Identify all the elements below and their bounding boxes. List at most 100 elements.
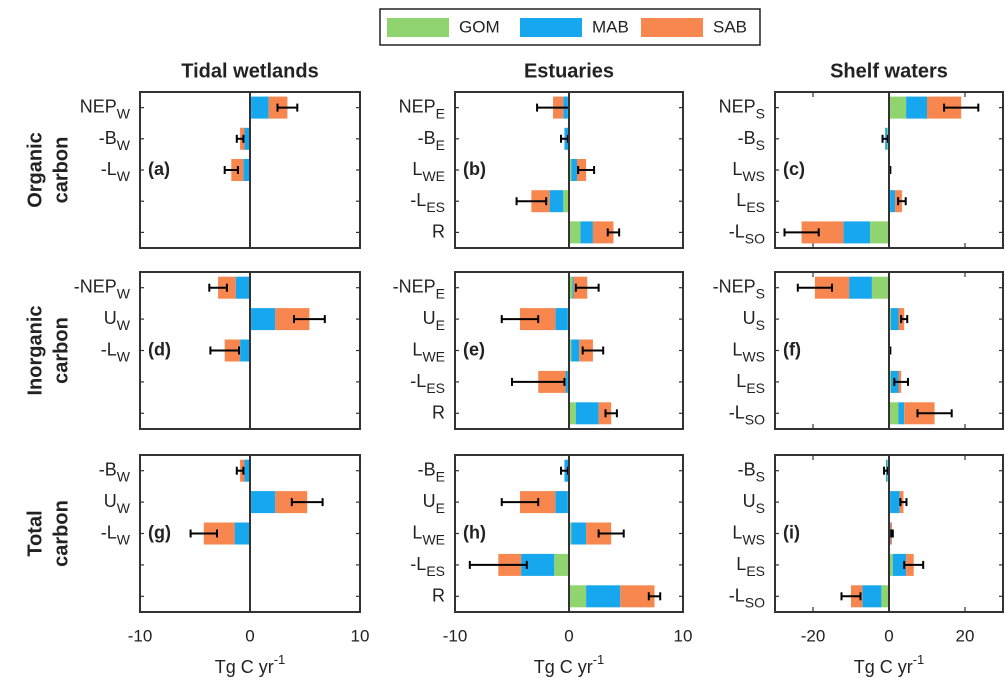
y-tick-label: -LW	[101, 159, 131, 184]
bar	[849, 276, 872, 299]
panel-label: (b)	[463, 159, 486, 179]
x-tick-label: 20	[956, 626, 975, 645]
x-tick-label: 0	[564, 626, 573, 645]
y-tick-label: -BE	[418, 128, 445, 153]
error-bar	[223, 166, 239, 174]
category-main: -NEP	[713, 276, 756, 296]
bar	[889, 553, 893, 576]
error-bar	[235, 466, 245, 475]
y-tick-label: -BW	[99, 459, 131, 484]
category-main: -NEP	[74, 276, 117, 296]
y-tick-label: LES	[736, 371, 765, 396]
error-bar	[577, 166, 596, 174]
column-title: Estuaries	[524, 60, 614, 82]
category-subscript: W	[117, 348, 131, 364]
category-subscript: ES	[746, 563, 765, 579]
y-tick-label: NEPE	[399, 96, 445, 121]
column-title: Tidal wetlands	[181, 60, 318, 82]
bar	[549, 190, 564, 213]
legend-label: GOM	[459, 17, 500, 36]
bar	[870, 221, 889, 244]
x-axis-label-main: Tg C yr	[215, 657, 274, 677]
error-bar	[840, 592, 862, 601]
category-main: U	[743, 308, 756, 328]
x-tick-label: 0	[884, 626, 893, 645]
error-bar	[293, 315, 326, 324]
error-bar	[881, 134, 889, 143]
category-main: U	[104, 308, 117, 328]
y-tick-label: UW	[104, 491, 131, 516]
category-subscript: WS	[742, 531, 765, 547]
row-label: Total	[24, 510, 46, 556]
y-tick-label: -LSO	[729, 585, 765, 610]
category-subscript: SO	[745, 594, 765, 610]
category-main: U	[423, 491, 436, 511]
row-label: carbon	[50, 137, 72, 204]
category-subscript: S	[756, 105, 765, 121]
bar	[569, 221, 581, 244]
category-main: L	[732, 522, 742, 542]
bar	[569, 402, 576, 425]
legend-swatch	[387, 18, 449, 37]
legend-label: SAB	[713, 17, 747, 36]
y-tick-label: -NEPE	[393, 276, 445, 301]
category-subscript: WE	[422, 168, 445, 184]
category-subscript: WS	[742, 348, 765, 364]
bar	[572, 276, 574, 299]
category-subscript: E	[436, 137, 445, 153]
bar	[251, 96, 269, 119]
category-main: U	[423, 308, 436, 328]
category-main: -L	[101, 339, 117, 359]
error-bar	[647, 592, 662, 601]
y-tick-label: UW	[104, 308, 131, 333]
error-bar	[943, 103, 980, 112]
y-tick-label: NEPS	[719, 96, 765, 121]
bar	[892, 553, 907, 576]
error-bar	[560, 466, 569, 475]
bar	[569, 585, 587, 608]
bar	[889, 402, 899, 425]
bar	[571, 339, 580, 362]
category-subscript: WE	[422, 348, 445, 364]
row-label: carbon	[50, 500, 72, 567]
bar	[569, 522, 572, 545]
category-main: U	[743, 491, 756, 511]
category-subscript: W	[117, 468, 131, 484]
bar	[889, 96, 907, 119]
bar	[244, 459, 250, 482]
category-main: -B	[99, 459, 117, 479]
category-subscript: ES	[746, 380, 765, 396]
x-tick-label: 10	[674, 626, 693, 645]
error-bar	[900, 315, 909, 324]
bar	[251, 491, 276, 514]
category-subscript: E	[436, 500, 445, 516]
category-main: -L	[101, 522, 117, 542]
category-main: -L	[729, 585, 745, 605]
x-axis-label: Tg C yr-1	[534, 652, 605, 676]
y-tick-label: LWE	[412, 159, 445, 184]
error-bar	[235, 134, 245, 143]
panel-label: (h)	[463, 522, 486, 542]
category-subscript: W	[117, 168, 131, 184]
bar	[871, 276, 889, 299]
y-tick-label: -BS	[738, 128, 765, 153]
x-tick-label: -20	[801, 626, 826, 645]
category-subscript: WS	[742, 168, 765, 184]
bar	[801, 221, 844, 244]
legend-swatch	[520, 18, 582, 37]
category-subscript: ES	[426, 380, 445, 396]
bar	[592, 221, 614, 244]
category-main: NEP	[80, 96, 117, 116]
category-main: L	[412, 522, 422, 542]
y-tick-label: LES	[736, 554, 765, 579]
bar	[251, 308, 276, 331]
category-main: -B	[418, 459, 436, 479]
error-bar	[796, 283, 833, 292]
y-tick-label: -BW	[99, 128, 131, 153]
y-tick-label: -LES	[410, 371, 445, 396]
y-tick-label: -BE	[418, 459, 445, 484]
